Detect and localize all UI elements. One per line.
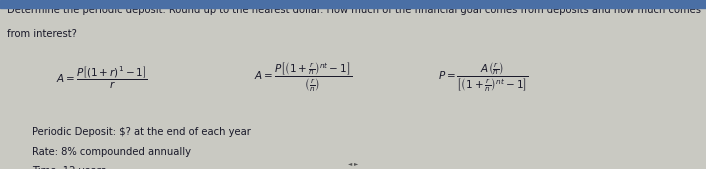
Text: Periodic Deposit: $? at the end of each year: Periodic Deposit: $? at the end of each …: [32, 127, 251, 137]
Text: $P=\dfrac{A\left(\frac{r}{n}\right)}{\left[\left(1+\frac{r}{n}\right)^{nt}-1\rig: $P=\dfrac{A\left(\frac{r}{n}\right)}{\le…: [438, 61, 528, 94]
Text: Time: 12 years: Time: 12 years: [32, 166, 106, 169]
Bar: [0, 0, 706, 8]
Text: $A=\dfrac{P\left[(1+r)^{1}-1\right]}{r}$: $A=\dfrac{P\left[(1+r)^{1}-1\right]}{r}$: [56, 65, 148, 91]
Text: from interest?: from interest?: [7, 29, 77, 39]
Text: ◄ ►: ◄ ►: [348, 162, 358, 167]
Text: $A=\dfrac{P\left[\left(1+\frac{r}{n}\right)^{nt}-1\right]}{\left(\frac{r}{n}\rig: $A=\dfrac{P\left[\left(1+\frac{r}{n}\rig…: [254, 61, 352, 94]
Text: Rate: 8% compounded annually: Rate: 8% compounded annually: [32, 147, 191, 157]
Text: Determine the periodic deposit. Round up to the nearest dollar. How much of the : Determine the periodic deposit. Round up…: [7, 5, 701, 15]
